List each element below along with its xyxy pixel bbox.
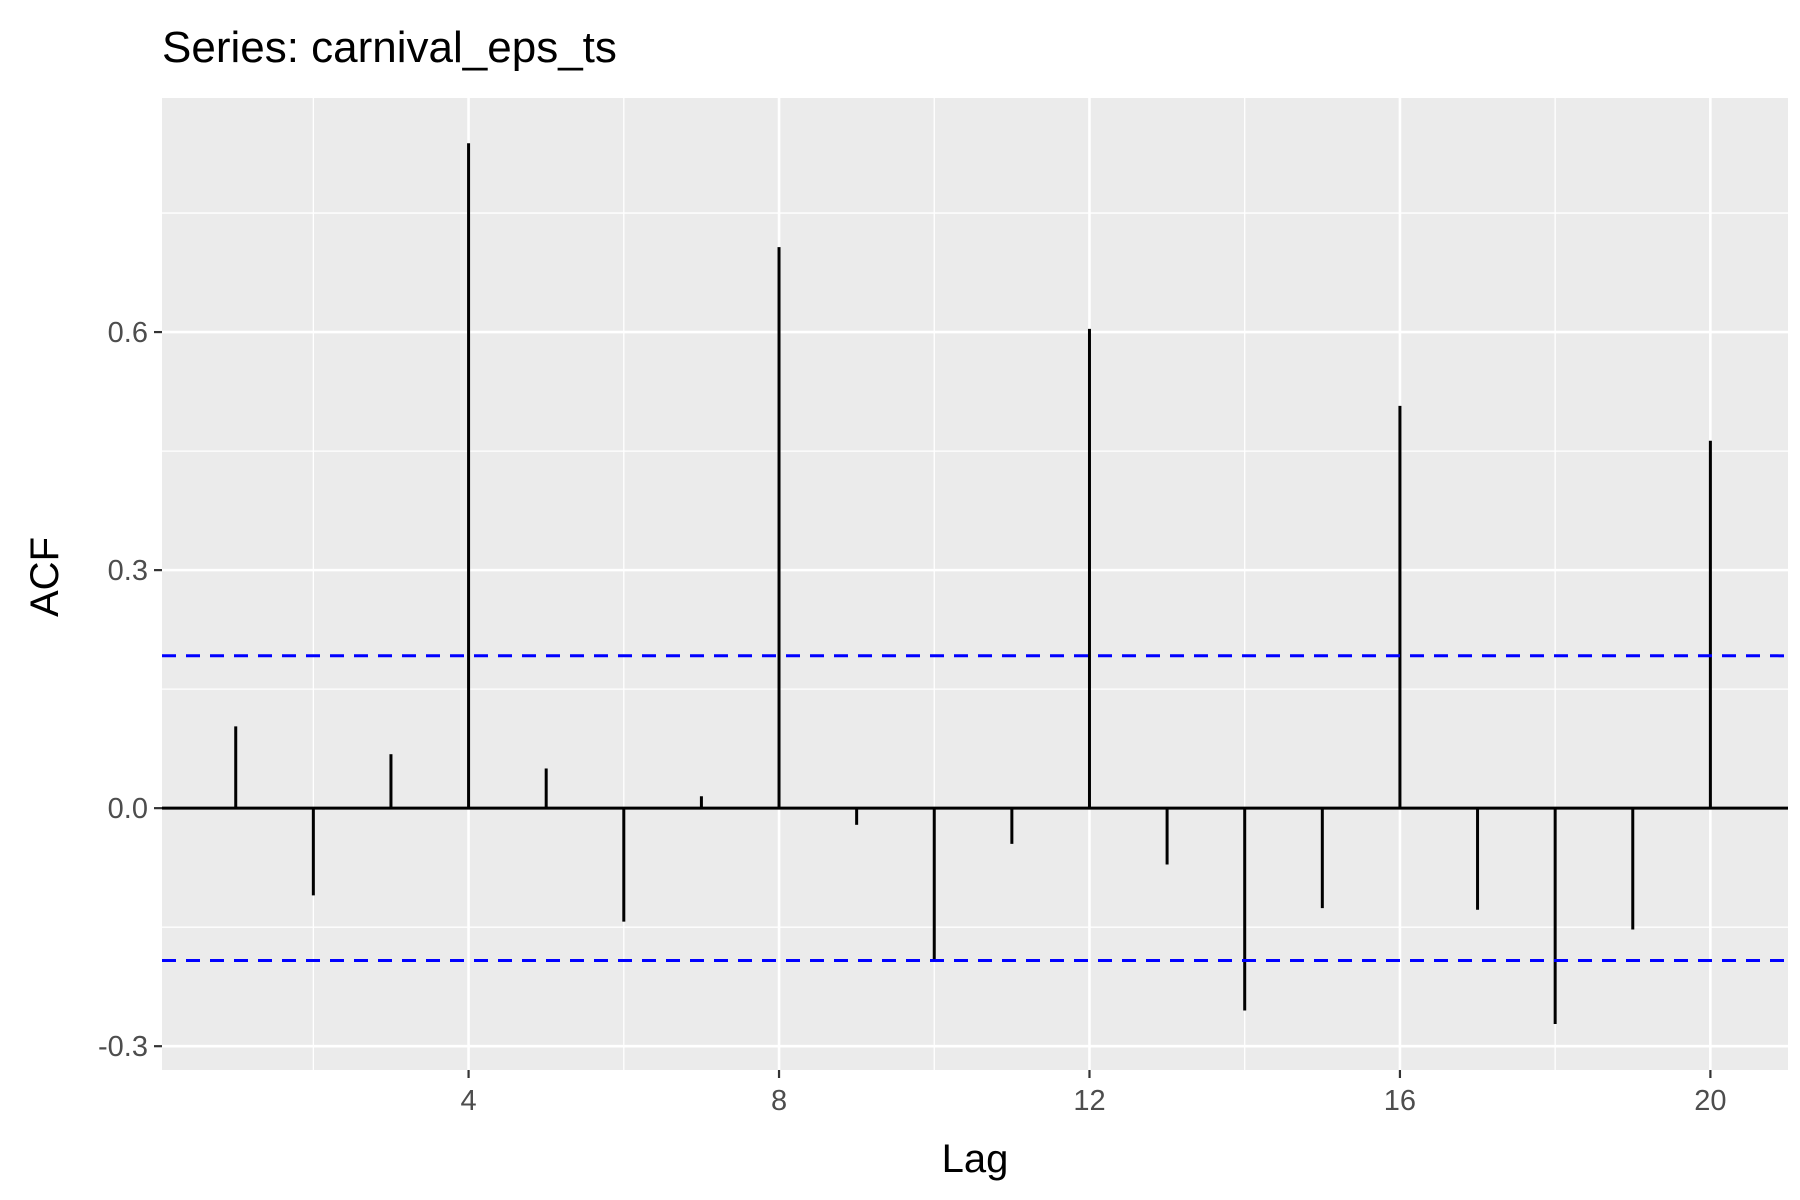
y-tick-label: 0.6: [108, 317, 148, 349]
minor-gridlines: [162, 98, 1788, 1070]
x-axis-title: Lag: [942, 1137, 1009, 1181]
x-axis: 4 8 12 16 20: [461, 1070, 1727, 1117]
x-tick-label: 20: [1694, 1085, 1726, 1117]
plot-panel: [162, 98, 1788, 1070]
y-axis: -0.3 0.0 0.3 0.6: [98, 317, 162, 1063]
acf-bars: [234, 143, 1712, 1024]
y-tick-label: 0.0: [108, 793, 148, 825]
y-tick-label: 0.3: [108, 555, 148, 587]
chart-title: Series: carnival_eps_ts: [162, 23, 617, 72]
y-axis-title: ACF: [23, 537, 67, 617]
x-tick-label: 16: [1384, 1085, 1416, 1117]
x-tick-label: 12: [1073, 1085, 1105, 1117]
y-tick-label: -0.3: [98, 1031, 148, 1063]
x-tick-label: 4: [461, 1085, 477, 1117]
confidence-bounds: [162, 654, 1788, 963]
x-tick-label: 8: [771, 1085, 787, 1117]
